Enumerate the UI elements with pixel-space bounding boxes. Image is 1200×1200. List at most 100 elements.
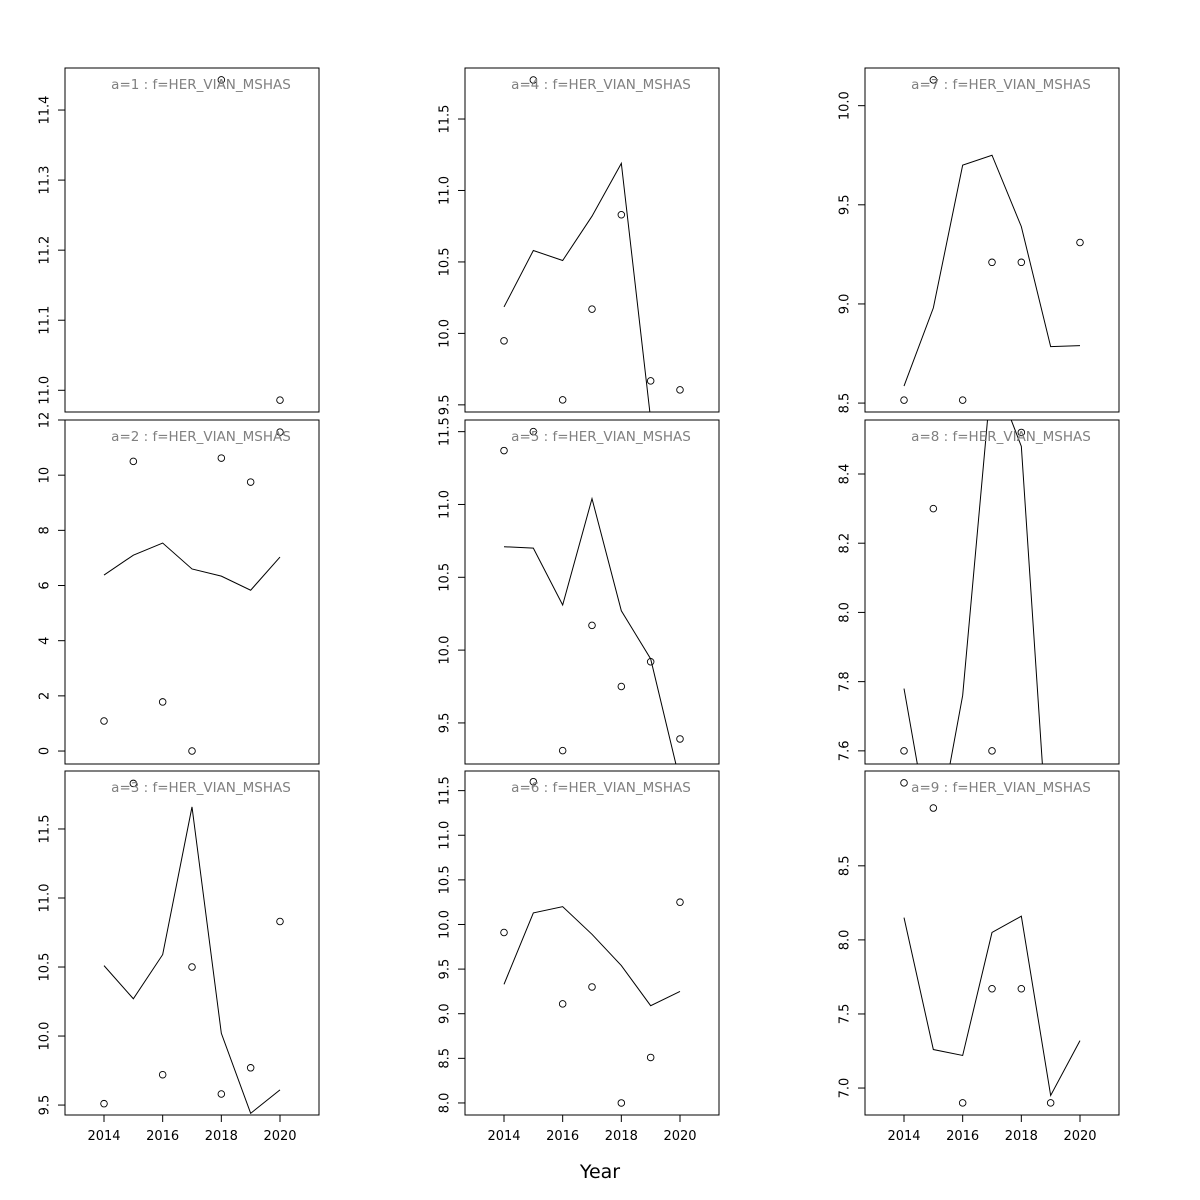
data-point [158, 698, 167, 706]
x-tick-label: 2014 [87, 1129, 120, 1144]
data-point [558, 746, 567, 755]
panel [500, 76, 684, 412]
y-tick-label: 6 [38, 581, 53, 589]
data-point [958, 1099, 967, 1107]
panel-title: a=1 : f=HER_VIAN_MSHAS [111, 77, 291, 93]
panel-title: a=9 : f=HER_VIAN_MSHAS [911, 780, 1091, 796]
x-axis-label: Year [579, 1161, 620, 1183]
data-point [246, 478, 255, 486]
data-point [988, 258, 996, 267]
panel-frame [464, 67, 720, 413]
y-tick-label: 8.5 [838, 393, 853, 414]
data-point [529, 777, 538, 786]
data-line [903, 915, 1081, 1097]
y-tick-label: 10.5 [38, 953, 53, 982]
data-point [500, 337, 508, 345]
y-tick-label: 11.2 [38, 236, 53, 265]
y-tick-label: 10.5 [438, 865, 453, 894]
y-tick-label: 7.0 [838, 1078, 853, 1099]
data-point [129, 457, 138, 466]
panel-title: a=8 : f=HER_VIAN_MSHAS [911, 429, 1091, 445]
data-point [988, 985, 996, 993]
data-line [503, 496, 677, 764]
x-tick-label: 2018 [605, 1129, 638, 1144]
y-tick-label: 11.3 [38, 166, 53, 195]
y-tick-label: 11.4 [38, 96, 53, 125]
y-tick-label: 0 [38, 747, 53, 755]
panel [900, 779, 1081, 1107]
data-point [558, 396, 567, 404]
x-tick-label: 2014 [487, 1129, 520, 1144]
x-tick-label: 2018 [1005, 1129, 1038, 1144]
y-tick-label: 11.0 [38, 884, 53, 913]
data-point [1017, 985, 1026, 993]
y-tick-label: 11.5 [438, 417, 453, 446]
panel-title: a=7 : f=HER_VIAN_MSHAS [911, 77, 1091, 93]
data-point [617, 682, 626, 691]
y-tick-label: 9.5 [838, 194, 853, 215]
panel-frame [864, 419, 1120, 765]
x-tick-label: 2020 [663, 1129, 696, 1144]
y-tick-label: 10.5 [438, 247, 453, 276]
y-tick-label: 12 [38, 412, 53, 429]
data-point [1046, 1099, 1055, 1107]
panel [500, 427, 684, 764]
panel-frame [464, 770, 720, 1116]
y-tick-label: 11.0 [38, 376, 53, 405]
y-tick-label: 11.0 [438, 821, 453, 850]
data-point [588, 305, 596, 313]
data-point [188, 747, 196, 755]
y-tick-label: 11.0 [438, 176, 453, 205]
data-point [900, 747, 908, 755]
y-tick-label: 7.8 [838, 671, 853, 692]
data-point [500, 446, 508, 455]
y-tick-label: 10 [38, 467, 53, 484]
data-line [103, 806, 281, 1115]
data-point [1017, 258, 1026, 267]
panel-frame [864, 770, 1120, 1116]
data-point [588, 983, 596, 991]
data-point [646, 1053, 655, 1062]
y-tick-label: 11.5 [438, 105, 453, 134]
y-tick-label: 8.0 [838, 602, 853, 623]
data-line [103, 542, 281, 591]
data-point [100, 717, 108, 725]
y-tick-label: 7.5 [838, 1004, 853, 1025]
y-tick-label: 8 [38, 526, 53, 534]
data-line [903, 420, 1043, 764]
data-point [676, 735, 684, 743]
y-tick-label: 9.0 [838, 294, 853, 315]
panel-frame [64, 770, 320, 1116]
data-point [217, 76, 226, 84]
data-point [217, 454, 226, 462]
y-tick-label: 8.2 [838, 533, 853, 554]
data-point [529, 76, 538, 84]
data-point [676, 386, 684, 394]
panel [900, 420, 1043, 764]
panel [217, 76, 284, 404]
y-tick-label: 9.5 [438, 395, 453, 416]
y-tick-label: 8.5 [438, 1048, 453, 1069]
data-point [617, 211, 626, 219]
panel-title: a=6 : f=HER_VIAN_MSHAS [511, 780, 691, 796]
panel [900, 76, 1084, 404]
data-point [929, 76, 938, 84]
x-tick-label: 2020 [1063, 1129, 1096, 1144]
data-point [1076, 238, 1084, 247]
y-tick-label: 10.0 [438, 636, 453, 665]
data-point [646, 377, 655, 385]
data-point [1017, 428, 1026, 437]
data-point [958, 396, 967, 404]
x-tick-label: 2014 [887, 1129, 920, 1144]
y-tick-label: 9.0 [438, 1003, 453, 1024]
data-line [503, 161, 651, 412]
panel [500, 777, 684, 1107]
data-point [276, 396, 284, 404]
y-tick-label: 9.5 [438, 959, 453, 980]
y-tick-label: 8.4 [838, 464, 853, 485]
y-tick-label: 8.5 [838, 855, 853, 876]
data-point [246, 1064, 255, 1072]
y-tick-label: 10.0 [438, 910, 453, 939]
y-tick-label: 10.0 [838, 91, 853, 120]
